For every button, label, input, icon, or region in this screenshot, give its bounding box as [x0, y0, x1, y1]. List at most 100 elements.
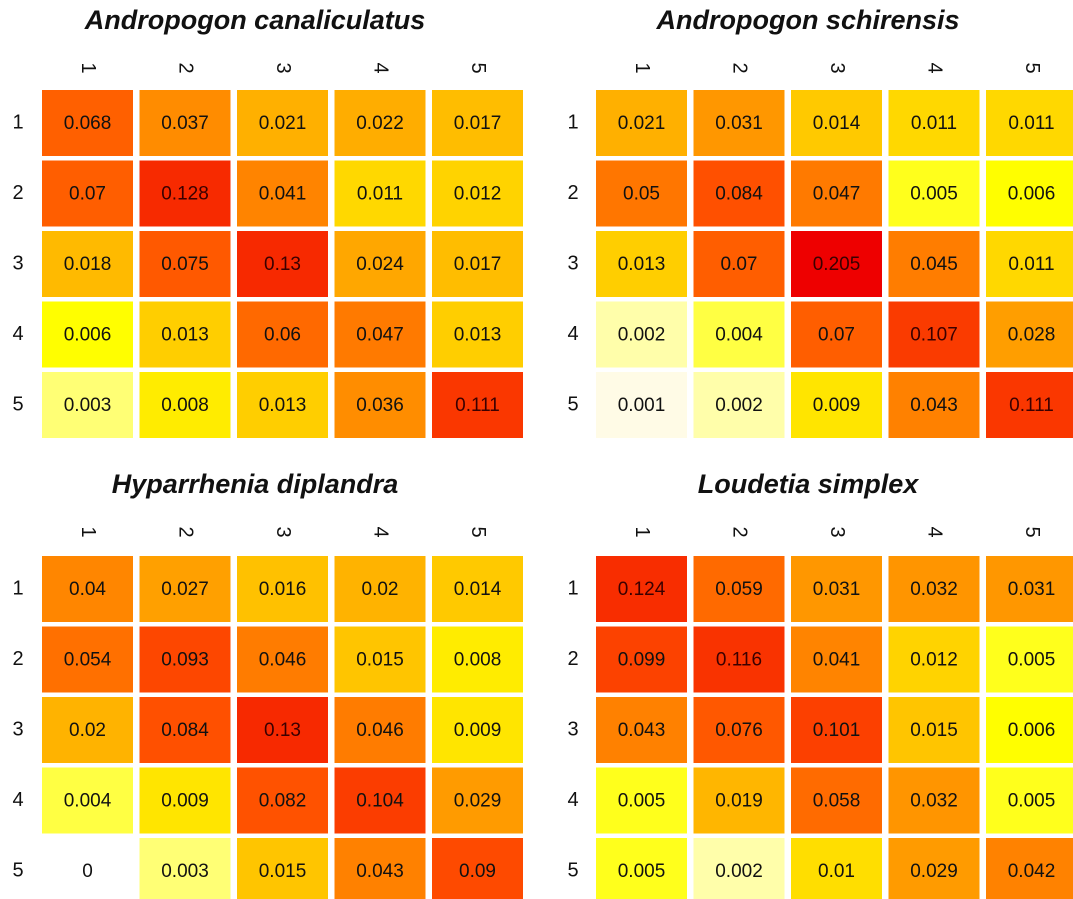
cell [791, 372, 882, 438]
cell-value: 0 [82, 861, 93, 882]
cell [888, 372, 980, 438]
cell [986, 697, 1073, 763]
cell-value: 0.028 [1008, 325, 1056, 346]
cell-value: 0.099 [618, 650, 666, 671]
cell-value: 0.001 [618, 395, 666, 416]
cell-value: 0.019 [715, 791, 763, 812]
cell [139, 301, 231, 368]
cell-value: 0.022 [356, 113, 404, 134]
column-label: 3 [272, 526, 294, 537]
cell-value: 0.046 [259, 650, 307, 671]
cell-value: 0.037 [161, 113, 209, 134]
row-label: 4 [12, 789, 23, 811]
cell-value: 0.013 [454, 325, 502, 346]
cell [693, 372, 785, 438]
cell [334, 556, 426, 622]
cell-value: 0.003 [64, 395, 112, 416]
cell [986, 231, 1073, 297]
cell-value: 0.004 [715, 325, 763, 346]
chart-title: Hyparrhenia diplandra [112, 469, 399, 499]
cell [888, 767, 980, 834]
column-label: 1 [77, 62, 99, 73]
cell-value: 0.024 [356, 254, 404, 275]
cell [888, 301, 980, 368]
cell [693, 626, 785, 693]
cell [42, 626, 133, 693]
cell [42, 90, 133, 156]
cell [693, 301, 785, 368]
cell [693, 90, 785, 156]
cell-value: 0.04 [69, 579, 106, 600]
cell [596, 838, 687, 899]
cell [596, 231, 687, 297]
cell-value: 0.076 [715, 720, 763, 741]
column-label: 2 [729, 62, 751, 73]
cell [334, 90, 426, 156]
cell-value: 0.13 [264, 254, 301, 275]
cell-value: 0.009 [161, 791, 209, 812]
cell [596, 767, 687, 834]
cell [888, 160, 980, 227]
cell-value: 0.107 [910, 325, 958, 346]
cell [237, 231, 328, 297]
cell-value: 0.101 [813, 720, 861, 741]
cell [596, 697, 687, 763]
cell-value: 0.05 [623, 184, 660, 205]
cell-value: 0.005 [1008, 650, 1056, 671]
column-label: 4 [924, 526, 946, 537]
cell-value: 0.011 [357, 184, 403, 205]
cell [986, 301, 1073, 368]
cell-value: 0.005 [618, 791, 666, 812]
cell-value: 0.084 [715, 184, 763, 205]
column-label: 5 [467, 526, 489, 537]
cell-value: 0.07 [721, 254, 758, 275]
cell-value: 0.043 [910, 395, 958, 416]
row-label: 5 [567, 393, 578, 415]
row-label: 2 [567, 648, 578, 670]
cell [139, 90, 231, 156]
cell [334, 231, 426, 297]
cell-value: 0.012 [910, 650, 958, 671]
row-label: 5 [567, 859, 578, 881]
cell-value: 0.104 [356, 791, 404, 812]
cell [888, 90, 980, 156]
cell [334, 160, 426, 227]
cell-value: 0.018 [64, 254, 112, 275]
cell [986, 626, 1073, 693]
column-label: 2 [175, 62, 197, 73]
chart-title: Andropogon schirensis [655, 5, 959, 35]
cell [139, 556, 231, 622]
cell-value: 0.036 [356, 395, 404, 416]
row-label: 5 [12, 859, 23, 881]
cell [237, 301, 328, 368]
cell-value: 0.005 [910, 184, 958, 205]
cell-value: 0.09 [459, 861, 496, 882]
cell-value: 0.009 [454, 720, 502, 741]
cell-value: 0.082 [259, 791, 307, 812]
cell [791, 231, 882, 297]
cell [791, 160, 882, 227]
cell [693, 556, 785, 622]
cell-value: 0.014 [454, 579, 502, 600]
column-label: 3 [826, 62, 848, 73]
column-label: 4 [370, 62, 392, 73]
cell [791, 767, 882, 834]
cell-value: 0.005 [618, 861, 666, 882]
cell [334, 838, 426, 899]
cell-value: 0.13 [264, 720, 301, 741]
cell-value: 0.031 [715, 113, 763, 134]
cell-value: 0.045 [910, 254, 958, 275]
cell-value: 0.021 [259, 113, 307, 134]
cell-value: 0.014 [813, 113, 861, 134]
cell-value: 0.004 [64, 791, 112, 812]
cell [237, 838, 328, 899]
cell [596, 626, 687, 693]
cell-value: 0.017 [454, 254, 502, 275]
cell-value: 0.029 [454, 791, 502, 812]
cell [432, 90, 523, 156]
cell [432, 231, 523, 297]
column-label: 5 [1021, 526, 1043, 537]
cell [237, 90, 328, 156]
cell [42, 697, 133, 763]
cell-value: 0.084 [161, 720, 209, 741]
